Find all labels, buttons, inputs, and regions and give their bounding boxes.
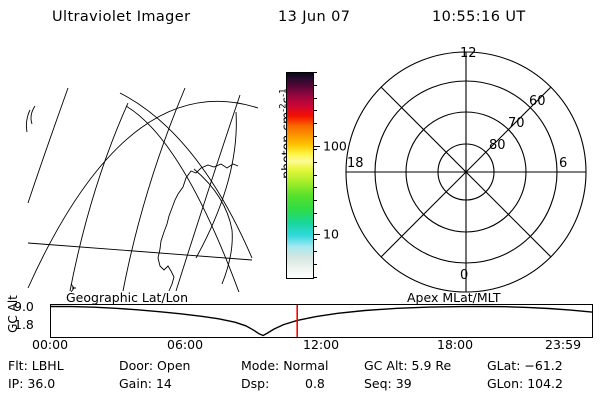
time-tick-4: 23:59 — [545, 337, 582, 352]
colorbar-minor-tick — [313, 148, 317, 150]
colorbar-minor-tick — [313, 212, 317, 214]
colorbar-tick-label-100: 100 — [323, 138, 347, 154]
polar-grid-graphic — [345, 51, 587, 293]
colorbar-minor-tick — [313, 161, 317, 163]
polar-lat-label-60: 60 — [529, 94, 546, 109]
colorbar-minor-tick — [313, 97, 317, 99]
colorbar-minor-tick — [313, 84, 317, 86]
colorbar-scale[interactable] — [286, 72, 314, 279]
status-filter-value: LBHL — [31, 358, 64, 373]
observation-time: 10:55:16 UT — [432, 9, 526, 25]
status-door-key: Door: — [119, 358, 154, 373]
time-tick-1: 06:00 — [167, 337, 204, 352]
status-glon-key: GLon: — [487, 376, 524, 391]
status-dsp-key: Dsp: — [241, 376, 270, 391]
status-mode-value: Normal — [283, 358, 329, 373]
polar-lat-label-80: 80 — [489, 138, 506, 153]
orbit-altitude-trace — [51, 305, 592, 337]
geographic-image-panel[interactable] — [8, 48, 266, 292]
status-seq-key: Seq: — [364, 376, 392, 391]
time-tick-2: 12:00 — [303, 337, 340, 352]
polar-panel-title: Apex MLat/MLT — [407, 290, 501, 305]
colorbar-tick-100 — [313, 146, 320, 148]
status-gain-value: 14 — [155, 376, 172, 391]
status-mode: Mode: Normal — [241, 358, 329, 373]
status-glon: GLon: 104.2 — [487, 376, 563, 391]
colorbar-minor-tick — [313, 238, 317, 240]
status-dsp-value: 0.8 — [305, 376, 325, 391]
colorbar-minor-tick — [313, 251, 317, 253]
colorbar-minor-tick — [313, 200, 317, 202]
header-bar: Ultraviolet Imager 13 Jun 07 10:55:16 UT — [0, 6, 600, 32]
time-tick-0: 00:00 — [32, 337, 69, 352]
status-ip-key: IP: — [8, 376, 24, 391]
status-door: Door: Open — [119, 358, 190, 373]
colorbar-minor-tick — [313, 225, 317, 227]
status-footer: Flt: LBHL IP: 36.0 Door: Open Gain: 14 M… — [0, 358, 600, 400]
status-mode-key: Mode: — [241, 358, 280, 373]
status-seq-value: 39 — [395, 376, 412, 391]
orbit-altitude-plot[interactable] — [50, 304, 593, 338]
status-gcalt: GC Alt: 5.9 Re — [364, 358, 451, 373]
colorbar-tick-10 — [313, 233, 320, 235]
status-glat: GLat: −61.2 — [487, 358, 563, 373]
status-gain-key: Gain: — [119, 376, 152, 391]
colorbar-gradient — [287, 73, 313, 278]
status-ip-value: 36.0 — [27, 376, 56, 391]
instrument-title: Ultraviolet Imager — [52, 9, 191, 25]
apex-polar-panel[interactable]: 12 6 0 18 60 70 80 — [332, 46, 594, 294]
status-dsp-key-wrap: Dsp: — [241, 376, 269, 391]
colorbar-minor-tick — [313, 264, 317, 266]
polar-mlt-label-0: 0 — [460, 268, 469, 283]
altitude-curve — [51, 305, 592, 337]
polar-axis-diag-b — [380, 86, 552, 258]
colorbar-tick-label-10: 10 — [323, 226, 339, 242]
polar-mlt-label-18: 18 — [347, 156, 364, 171]
orbit-y-min-label: 1.8 — [14, 317, 34, 332]
geographic-projection-graphic — [25, 87, 259, 292]
colorbar-minor-tick — [313, 123, 317, 125]
polar-mlt-label-6: 6 — [559, 156, 568, 171]
colorbar-minor-tick — [313, 136, 317, 138]
colorbar-minor-tick — [313, 187, 317, 189]
status-door-value: Open — [157, 358, 191, 373]
colorbar-minor-tick — [313, 174, 317, 176]
orbit-altitude-section: Geographic Lat/Lon Apex MLat/MLT GC Alt … — [0, 290, 600, 352]
status-gcalt-key: GC Alt: — [364, 358, 408, 373]
coastline-fragment — [25, 109, 31, 133]
colorbar-minor-tick — [313, 277, 317, 278]
orbit-y-max-label: 9.0 — [14, 299, 34, 314]
polar-mlt-label-12: 12 — [460, 46, 477, 61]
status-ip: IP: 36.0 — [8, 376, 55, 391]
status-glon-value: 104.2 — [527, 376, 563, 391]
geo-panel-title: Geographic Lat/Lon — [66, 290, 188, 305]
status-filter: Flt: LBHL — [8, 358, 64, 373]
status-seq: Seq: 39 — [364, 376, 412, 391]
status-filter-key: Flt: — [8, 358, 28, 373]
status-gcalt-value: 5.9 Re — [411, 358, 452, 373]
observation-date: 13 Jun 07 — [278, 9, 351, 25]
colorbar-minor-tick — [313, 72, 317, 73]
polar-lat-label-70: 70 — [508, 116, 525, 131]
status-gain: Gain: 14 — [119, 376, 172, 391]
status-glat-key: GLat: — [487, 358, 521, 373]
colorbar-minor-tick — [313, 110, 317, 112]
time-tick-3: 18:00 — [437, 337, 474, 352]
orbit-y-axis-label: GC Alt — [6, 295, 20, 333]
status-glat-value: −61.2 — [524, 358, 563, 373]
